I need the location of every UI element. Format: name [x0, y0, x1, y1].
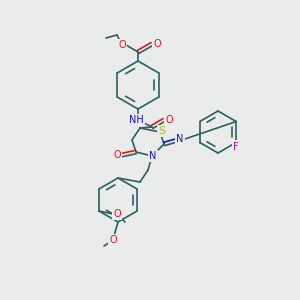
Text: O: O: [113, 209, 121, 219]
Text: O: O: [113, 150, 121, 160]
Text: F: F: [233, 142, 239, 152]
Text: S: S: [158, 126, 166, 136]
Text: N: N: [176, 134, 184, 144]
Text: NH: NH: [129, 115, 143, 125]
Text: N: N: [149, 151, 157, 161]
Text: O: O: [109, 235, 117, 245]
Text: O: O: [165, 115, 173, 125]
Text: O: O: [153, 39, 161, 49]
Text: O: O: [118, 40, 126, 50]
